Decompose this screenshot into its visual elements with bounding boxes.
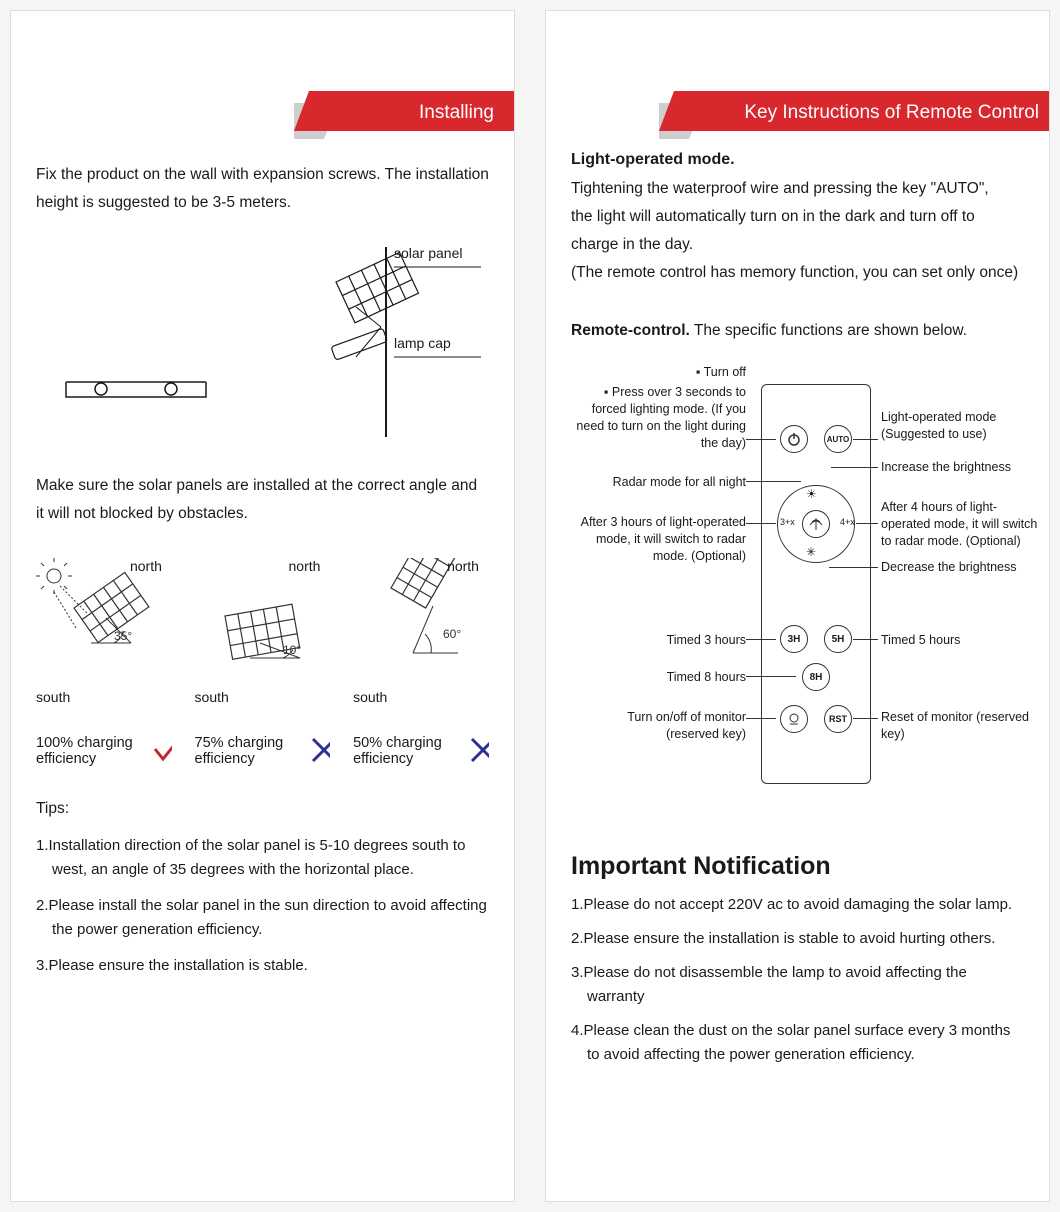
notif-title: Important Notification (571, 852, 1024, 881)
tip-2: 2.Please install the solar panel in the … (36, 894, 489, 942)
btn-8h: 8H (802, 663, 830, 691)
angle-intro: Make sure the solar panels are installed… (36, 472, 489, 528)
mode2-title: Remote-control. (571, 322, 690, 339)
notif-2: 2.Please ensure the installation is stab… (571, 927, 1024, 951)
lbl-t3h: Timed 3 hours (571, 632, 746, 649)
banner-text-r: Key Instructions of Remote Control (744, 102, 1039, 123)
remote-body: AUTO ☀ ✳ 3+x 4+x 3H 5H 8H RST (761, 384, 871, 784)
label-solar-panel: solar panel (394, 245, 463, 261)
angle-row: north (36, 558, 489, 705)
banner-text: Installing (419, 102, 494, 123)
btn-3x: 3+x (780, 517, 795, 527)
north-3: north (447, 558, 479, 574)
tips-title: Tips: (36, 795, 489, 823)
mode1-p2: the light will automatically turn on in … (571, 203, 1024, 259)
notif-list: 1.Please do not accept 220V ac to avoid … (571, 893, 1024, 1067)
svg-text:60°: 60° (443, 627, 461, 641)
brightness-up-icon: ☀ (806, 487, 817, 501)
power-button (780, 425, 808, 453)
tip-1: 1.Installation direction of the solar pa… (36, 834, 489, 882)
btn-5h: 5H (824, 625, 852, 653)
banner-wrap-r: Key Instructions of Remote Control (571, 11, 1024, 151)
tip-3: 3.Please ensure the installation is stab… (36, 954, 489, 978)
notif-1: 1.Please do not accept 220V ac to avoid … (571, 893, 1024, 917)
monitor-button (780, 705, 808, 733)
btn-3h: 3H (780, 625, 808, 653)
lbl-dec: Decrease the brightness (881, 559, 1041, 576)
auto-button: AUTO (824, 425, 852, 453)
lbl-t8h: Timed 8 hours (571, 669, 746, 686)
lbl-after4: After 4 hours of light-operated mode, it… (881, 499, 1046, 550)
lbl-rst: Reset of monitor (reserved key) (881, 709, 1041, 743)
mode2-line: Remote-control. The specific functions a… (571, 317, 1024, 345)
efficiency-row: 100% charging efficiency 75% charging ef… (36, 735, 489, 767)
installing-banner: Installing (294, 91, 514, 144)
mode1-p3: (The remote control has memory function,… (571, 259, 1024, 287)
notif-3: 3.Please do not disassemble the lamp to … (571, 961, 1024, 1009)
install-figure: solar panel lamp cap (36, 227, 489, 447)
mode1-title: Light-operated mode. (571, 151, 1024, 169)
cross-icon (468, 735, 489, 765)
south-1: south (36, 689, 172, 705)
check-icon (151, 735, 171, 765)
lbl-press3s: ▪ Press over 3 seconds to forced lightin… (571, 384, 746, 452)
lbl-after3: After 3 hours of light-operated mode, it… (571, 514, 746, 565)
eff-100: 100% charging efficiency (36, 735, 172, 767)
cross-icon (309, 735, 330, 765)
eff-text-3: 50% charging efficiency (353, 735, 462, 767)
mode2-text: The specific functions are shown below. (690, 322, 967, 339)
remote-banner: Key Instructions of Remote Control (659, 91, 1049, 144)
north-2: north (289, 558, 321, 574)
svg-text:10°: 10° (283, 643, 301, 657)
mode1-p1: Tightening the waterproof wire and press… (571, 175, 1024, 203)
remote-diagram: AUTO ☀ ✳ 3+x 4+x 3H 5H 8H RST ▪ Turn off… (571, 364, 1024, 824)
eff-text-2: 75% charging efficiency (195, 735, 304, 767)
left-column: Installing Fix the product on the wall w… (10, 10, 515, 1202)
eff-text-1: 100% charging efficiency (36, 735, 145, 767)
angle-item-3: north 60° south (353, 558, 489, 705)
lbl-radar: Radar mode for all night (571, 474, 746, 491)
label-lamp-cap: lamp cap (394, 335, 451, 351)
lbl-auto: Light-operated mode (Suggested to use) (881, 409, 1041, 443)
south-2: south (195, 689, 331, 705)
eff-75: 75% charging efficiency (195, 735, 331, 767)
notif-4: 4.Please clean the dust on the solar pan… (571, 1019, 1024, 1067)
banner-wrap: Installing (36, 11, 489, 151)
eff-50: 50% charging efficiency (353, 735, 489, 767)
right-column: Key Instructions of Remote Control Light… (545, 10, 1050, 1202)
angle-item-1: north (36, 558, 172, 705)
lbl-inc: Increase the brightness (881, 459, 1041, 476)
brightness-down-icon: ✳ (806, 545, 816, 559)
intro-text: Fix the product on the wall with expansi… (36, 151, 489, 217)
lbl-monitor: Turn on/off of monitor (reserved key) (571, 709, 746, 743)
lbl-turnoff: ▪ Turn off (571, 364, 746, 381)
tips-list: 1.Installation direction of the solar pa… (36, 834, 489, 978)
angle-item-2: north 10° south (195, 558, 331, 705)
rst-button: RST (824, 705, 852, 733)
north-1: north (130, 558, 162, 574)
btn-4x: 4+x (840, 517, 855, 527)
lbl-t5h: Timed 5 hours (881, 632, 1041, 649)
south-3: south (353, 689, 489, 705)
